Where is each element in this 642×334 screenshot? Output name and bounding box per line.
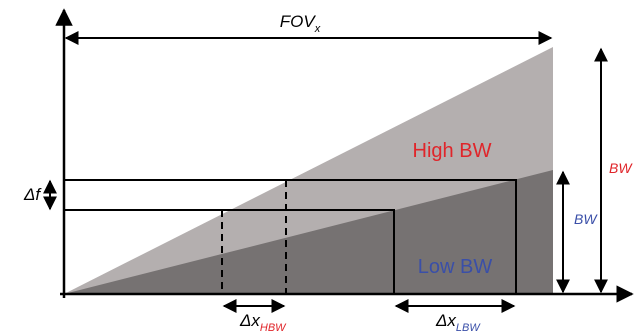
bw-inner-label: BW <box>574 211 598 227</box>
fov-label: FOVx <box>280 12 321 35</box>
high-bw-label: High BW <box>413 140 492 162</box>
dx-hbw-label: ΔxHBW <box>239 311 287 334</box>
delta-f-label: Δf <box>23 185 42 204</box>
bw-outer-label: BW <box>609 160 633 176</box>
low-bw-slice <box>63 209 395 295</box>
low-bw-label: Low BW <box>418 256 493 278</box>
low-bw-region <box>64 170 553 294</box>
dx-lbw-label: ΔxLBW <box>435 311 481 334</box>
